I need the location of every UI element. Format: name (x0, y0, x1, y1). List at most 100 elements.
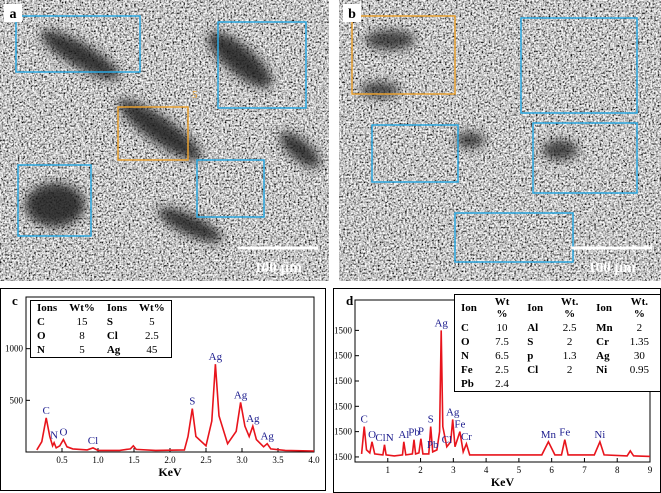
composition-table: Ion Wt % Ion Wt. % Ion Wt. % C 10 Al 2.5 Mn 2 O 7.5 S 2… (454, 294, 661, 392)
peak-label: Fe (559, 427, 570, 439)
peak-label: ClN (375, 432, 393, 444)
table-cell: 0.95 (629, 364, 649, 376)
x-tick-label: 3 (451, 465, 456, 475)
table-cell: Ions (106, 302, 128, 314)
x-tick-label: 2 (418, 465, 423, 475)
table-cell: Pb (461, 378, 474, 390)
table-cell: Ions (37, 302, 58, 314)
y-tick-label: 1500 (334, 376, 353, 386)
x-tick-label: 0.5 (56, 455, 68, 465)
peak-label: Pb (427, 439, 439, 451)
table-row: O 7.5 S 2 Cr 1.35 (455, 335, 661, 349)
table-cell: O (37, 330, 46, 342)
table-cell: 5 (149, 316, 155, 328)
peak-label: O (368, 429, 376, 441)
peak-label: P (418, 426, 424, 438)
y-tick-label: 500 (10, 395, 24, 405)
x-tick-label: 7 (582, 465, 587, 475)
y-tick-label: 1500 (334, 325, 353, 335)
table-cell: Ion (461, 302, 477, 314)
peak-label: Mn (541, 429, 557, 441)
table-cell: C (37, 316, 45, 328)
table-cell: p (527, 350, 534, 362)
peak-label: C (361, 414, 368, 426)
peak-label: Ag (246, 413, 260, 425)
scale-bar-label: 100 µm (588, 260, 636, 276)
panel-frame (0, 288, 326, 491)
peak-label: C (42, 405, 49, 417)
y-tick-label: 1500 (334, 401, 353, 411)
table-row: Fe 2.5 Cl 2 Ni 0.95 (455, 363, 661, 377)
y-tick-label: 1500 (334, 427, 353, 437)
table-cell: Ag (596, 350, 610, 362)
table-cell: 10 (496, 322, 508, 334)
x-tick-label: 1.5 (128, 455, 140, 465)
table-cell: 2.5 (562, 322, 577, 334)
table-cell: C (461, 322, 469, 334)
peak-label: S (428, 414, 434, 426)
peak-label: Cl (88, 435, 98, 447)
peak-label: S (189, 396, 195, 408)
peak-label: O (59, 427, 67, 439)
spectrum-line (360, 330, 651, 458)
x-tick-label: 5 (517, 465, 522, 475)
table-cell: 30 (633, 350, 645, 362)
table-cell: Wt. % (630, 296, 649, 320)
sem-image-b: b 100 µm (339, 0, 661, 281)
table-cell: S (106, 316, 113, 328)
table-cell: Wt% (139, 302, 165, 314)
x-axis-label: KeV (491, 475, 515, 489)
composition-table: Ions Wt% Ions Wt% C 15 S 5 O 8 Cl 2.5 N 5 Ag 45 (30, 300, 172, 358)
table-row: Ions Wt% Ions Wt% (31, 301, 172, 316)
table-row: Pb 2.4 (455, 377, 661, 392)
table-cell: N (461, 350, 469, 362)
table-cell: N (37, 344, 45, 356)
panel-label: a (10, 7, 17, 22)
table-cell: 2 (566, 336, 573, 348)
x-tick-label: 8 (615, 465, 620, 475)
peak-label: Ag (209, 351, 223, 363)
peak-label: Pb (408, 427, 420, 439)
table-cell: Cl (527, 364, 539, 376)
table-row: C 15 S 5 (31, 315, 172, 329)
x-tick-label: 4.0 (308, 455, 320, 465)
peak-label: Fe (454, 419, 465, 431)
x-tick-label: 1 (386, 465, 391, 475)
spectrum-line (36, 364, 315, 452)
peak-label: Ag (234, 389, 248, 401)
table-cell: 2 (636, 322, 643, 334)
table-cell: Cl (106, 330, 118, 342)
table-cell: 2 (566, 364, 573, 376)
table-cell: Wt% (69, 302, 95, 314)
table-cell: Mn (596, 322, 613, 334)
peak-label: Cl (442, 434, 452, 446)
box-label: 5 (192, 89, 198, 101)
table-cell: O (461, 336, 470, 348)
peak-label: Ag (260, 431, 274, 443)
table-cell: Ion (596, 302, 613, 314)
x-tick-label: 2.5 (200, 455, 212, 465)
table-cell: 2.5 (495, 364, 509, 376)
table-cell: 2.5 (145, 330, 159, 342)
table-cell: Wt % (494, 296, 510, 320)
panel-label: c (12, 293, 18, 308)
scale-bar-label: 100 µm (254, 260, 302, 276)
peak-label: N (50, 430, 58, 442)
table-cell: Ion (527, 302, 544, 314)
table-cell: 6.5 (495, 350, 509, 362)
table-cell: Ag (106, 344, 121, 356)
peak-label: Ag (434, 317, 448, 329)
table-cell: Fe (461, 364, 473, 376)
x-tick-label: 4 (484, 465, 489, 475)
panel-label: b (348, 7, 356, 22)
x-axis-label: KeV (158, 465, 182, 479)
y-tick-label: 1500 (334, 351, 353, 361)
table-row: O 8 Cl 2.5 (31, 329, 172, 343)
table-row: C 10 Al 2.5 Mn 2 (455, 321, 661, 335)
y-tick-label: 1500 (334, 452, 353, 462)
table-cell: 15 (76, 316, 88, 328)
x-tick-label: 2.0 (164, 455, 176, 465)
sem-image-a: 5 a 100 µm (0, 0, 329, 281)
table-cell: Ni (596, 364, 608, 376)
